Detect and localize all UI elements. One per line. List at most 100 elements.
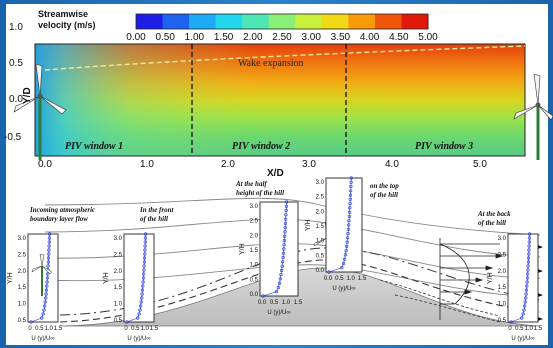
profile-y-label: Y/H [7, 272, 14, 284]
profile-x-tick: 1.0 [44, 326, 53, 332]
profile-frame [325, 177, 363, 273]
profile-y-tick: 1.0 [316, 239, 325, 245]
x-tick: 5.0 [473, 159, 487, 170]
colorbar-swatch [374, 14, 402, 29]
colorbar-tick: 4.00 [360, 32, 380, 43]
profile-y-tick: 2.0 [498, 269, 507, 275]
profile-x-label: U (y)/U∞ [267, 310, 290, 316]
profile-y-tick: 2.5 [316, 195, 325, 201]
profile-y-tick: 2.0 [114, 269, 123, 275]
piv-window-1-label: PIV window 1 [65, 141, 123, 152]
profile-frame [123, 233, 155, 323]
colorbar-frame [135, 13, 429, 30]
profile-x-label: U (y)/U∞ [127, 336, 150, 342]
colorbar-swatches [135, 13, 429, 30]
profile-caption: on the top [370, 182, 399, 190]
profile-curve [510, 233, 530, 323]
colorbar-tick: 2.00 [243, 32, 263, 43]
velocity-profile-inset: 3.02.52.01.51.00.50 0.5 1.0 1.5Y/HU (y)/U∞I… [103, 206, 175, 342]
profile-x-tick: 1.0 [282, 300, 291, 306]
profile-x-label: U (y)/U∞ [31, 336, 54, 342]
colorbar-tick-labels: 0.00 0.50 1.00 1.50 2.00 2.50 3.00 3.50 4.00 4.50… [126, 32, 438, 43]
profile-y-tick: 1.5 [316, 224, 325, 230]
profile-x-tick: 0.5 [35, 326, 44, 332]
x-tick: 0.0 [38, 159, 52, 170]
profile-y-tick: 3.0 [18, 236, 27, 242]
profile-point [125, 320, 129, 324]
recirculation-lines [379, 279, 501, 323]
velocity-field-panel: Wake expansion PIV window 1 PIV window 2… [4, 9, 553, 179]
profile-y-tick: 0.5 [498, 318, 507, 324]
profile-y-tick: 0.0 [250, 292, 259, 298]
profile-y-tick: 2.5 [18, 252, 27, 258]
wake-deficit-region [35, 44, 525, 156]
colorbar-tick: 0.50 [155, 32, 175, 43]
profile-point [40, 316, 44, 320]
wake-velocity-arrows [439, 238, 504, 320]
profile-y-label: Y/H [305, 219, 312, 231]
y-tick: 1.0 [9, 22, 23, 33]
profile-x-tick: 1.5 [534, 326, 543, 332]
profile-caption: of the hill [140, 215, 168, 223]
colorbar-swatch [162, 14, 190, 29]
wind-turbine-inset-icon [31, 253, 53, 296]
velocity-profiles: 3.02.52.01.51.00.50 0.5 1.0 1.5Y/HU (y)/U∞I… [7, 176, 543, 342]
profile-y-tick: 0.5 [250, 277, 259, 283]
profile-y-tick: 1.0 [498, 302, 507, 308]
profile-y-tick: 0.5 [18, 318, 27, 324]
profile-x-tick: 1.5 [358, 276, 367, 282]
profile-x-tick: 0 [124, 326, 128, 332]
profile-caption: At the half [235, 180, 267, 188]
y-tick: 0.0 [9, 94, 23, 105]
boundary-layer-line [59, 259, 541, 323]
colorbar-swatch [295, 14, 323, 29]
colorbar: Streamwise velocity (m/s) 0.00 0.50 1.00 1.… [38, 9, 438, 43]
profile-point [136, 316, 140, 320]
x-tick: 4.0 [385, 159, 399, 170]
profile-point [327, 270, 331, 274]
colorbar-tick: 1.00 [185, 32, 205, 43]
profile-y-tick: 1.5 [18, 285, 27, 291]
velocity-profile-inset: 3.02.52.01.51.00.50 0.5 1.0 1.5Y/HU (y)/U∞A… [477, 210, 543, 342]
profile-y-label: Y/H [487, 272, 494, 284]
profile-y-tick: 2.0 [250, 233, 259, 239]
profile-curve [262, 201, 287, 297]
colorbar-swatch [321, 14, 349, 29]
colorbar-tick: 4.50 [389, 32, 409, 43]
profile-x-tick: 0 [28, 326, 32, 332]
profile-x-tick: 0.0 [324, 276, 333, 282]
wind-turbine-upstream-icon [13, 63, 67, 160]
colorbar-title: Streamwise [38, 9, 88, 19]
y-tick: 0.5 [9, 58, 23, 69]
profile-x-tick: 1.5 [54, 326, 63, 332]
profile-curve [328, 177, 352, 273]
colorbar-tick: 1.50 [214, 32, 234, 43]
profile-y-tick: 3.0 [498, 236, 507, 242]
profile-y-tick: 2.5 [498, 252, 507, 258]
profile-y-tick: 0.0 [316, 268, 325, 274]
profile-y-tick: 2.5 [250, 219, 259, 225]
profile-caption: of the hill [370, 191, 398, 199]
profile-y-label: Y/H [239, 243, 246, 255]
hill-schematic-panel: 3.02.52.01.51.00.50 0.5 1.0 1.5Y/HU (y)/U∞I… [7, 176, 543, 342]
profile-y-tick: 1.5 [250, 248, 259, 254]
piv-window-3-label: PIV window 3 [415, 141, 473, 152]
field-border [34, 43, 526, 157]
profile-point [520, 316, 524, 320]
profile-curve [30, 233, 50, 323]
colorbar-swatch [268, 14, 296, 29]
colorbar-swatch [348, 14, 376, 29]
profile-y-tick: 3.0 [114, 236, 123, 242]
profile-x-tick: 1.0 [140, 326, 149, 332]
profile-y-tick: 2.5 [114, 252, 123, 258]
profile-x-tick: 0.0 [258, 300, 267, 306]
piv-window-2-label: PIV window 2 [232, 141, 290, 152]
hill-shape [59, 267, 541, 327]
profile-x-tick: 0.5 [335, 276, 344, 282]
y-tick: -0.5 [4, 132, 22, 143]
profile-point [340, 266, 344, 270]
profile-y-tick: 3.0 [316, 180, 325, 186]
colorbar-tick: 2.50 [272, 32, 292, 43]
